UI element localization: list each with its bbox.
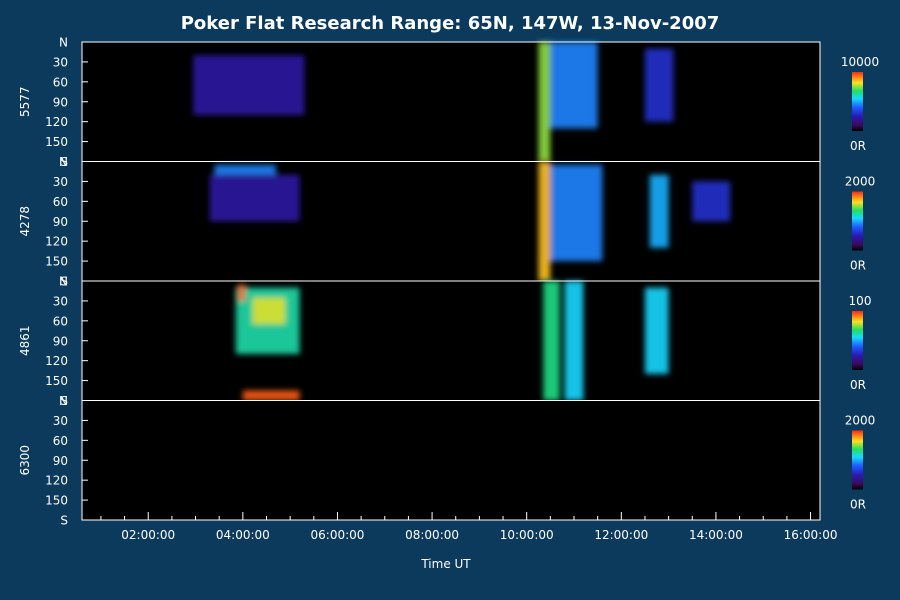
- y-tick-label: S: [60, 394, 68, 408]
- y-tick-label: 60: [53, 75, 68, 89]
- x-tick-label: 06:00:00: [311, 528, 365, 542]
- emission-region: [550, 164, 603, 262]
- y-tick-label: 30: [53, 55, 68, 69]
- y-tick-label: 60: [53, 314, 68, 328]
- y-tick-label: 150: [45, 135, 68, 149]
- y-tick-label: N: [59, 36, 68, 50]
- y-tick-label: 90: [53, 95, 68, 109]
- y-tick-label: 30: [53, 175, 68, 189]
- y-tick-label: S: [60, 514, 68, 528]
- colorbar-min-label: 0R: [850, 259, 866, 273]
- panel-4278: N 30 60 90 120 150 S 4278 2000 0R: [18, 155, 875, 289]
- panel-wavelength-label: 4861: [18, 325, 32, 356]
- colorbar: [852, 311, 863, 370]
- emission-region: [538, 42, 551, 162]
- panels-group: N 30 60 90 120 150 S 5577 10000 0R N 30 60 90 120 150 S 4…: [18, 36, 879, 528]
- panel-features: [235, 281, 669, 401]
- y-tick-label: S: [60, 275, 68, 289]
- y-tick-label: 150: [45, 374, 68, 388]
- x-tick-label: 08:00:00: [405, 528, 459, 542]
- panel-background: [82, 281, 820, 401]
- colorbar-min-label: 0R: [850, 139, 866, 153]
- y-tick-label: 60: [53, 195, 68, 209]
- emission-region: [538, 161, 551, 281]
- x-axis-label: Time UT: [420, 557, 471, 571]
- colorbar: [852, 72, 863, 131]
- x-tick-label: 14:00:00: [689, 528, 743, 542]
- y-tick-label: 30: [53, 294, 68, 308]
- y-tick-label: 90: [53, 454, 68, 468]
- colorbar-max-label: 2000: [845, 175, 876, 189]
- emission-region: [193, 55, 305, 116]
- emission-region: [644, 287, 669, 374]
- y-tick-label: S: [60, 155, 68, 169]
- x-tick-label: 16:00:00: [784, 528, 838, 542]
- panel-features: [209, 161, 731, 281]
- panel-background: [82, 42, 820, 162]
- x-tick-label: 12:00:00: [594, 528, 648, 542]
- y-tick-label: 150: [45, 255, 68, 269]
- panel-5577: N 30 60 90 120 150 S 5577 10000 0R: [18, 36, 879, 170]
- y-tick-label: 120: [45, 235, 68, 249]
- panel-4861: N 30 60 90 120 150 S 4861 100 0R: [18, 275, 871, 409]
- colorbar-min-label: 0R: [850, 498, 866, 512]
- colorbar-max-label: 100: [849, 294, 872, 308]
- emission-region: [649, 174, 669, 248]
- emission-region: [543, 281, 560, 401]
- emission-region: [238, 284, 246, 301]
- x-tick-label: 04:00:00: [216, 528, 270, 542]
- emission-region: [550, 42, 598, 129]
- y-tick-label: 90: [53, 215, 68, 229]
- y-tick-label: 120: [45, 115, 68, 129]
- y-tick-label: 90: [53, 334, 68, 348]
- colorbar-max-label: 2000: [845, 414, 876, 428]
- emission-region: [252, 297, 286, 325]
- y-tick-label: N: [59, 394, 68, 408]
- y-tick-label: N: [59, 275, 68, 289]
- y-tick-label: 150: [45, 494, 68, 508]
- panel-wavelength-label: 6300: [18, 445, 32, 476]
- panel-6300: N 30 60 90 120 150 S 6300 2000 0R: [18, 394, 875, 528]
- chart-title: Poker Flat Research Range: 65N, 147W, 13…: [181, 13, 720, 34]
- emission-region: [692, 181, 731, 222]
- panel-wavelength-label: 5577: [18, 86, 32, 117]
- panel-wavelength-label: 4278: [18, 206, 32, 237]
- x-tick-label: 02:00:00: [121, 528, 175, 542]
- emission-region: [644, 48, 674, 122]
- colorbar-max-label: 10000: [841, 55, 879, 69]
- panel-features: [193, 42, 674, 162]
- colorbar-min-label: 0R: [850, 378, 866, 392]
- colorbar: [852, 191, 863, 251]
- y-tick-label: 60: [53, 434, 68, 448]
- y-tick-label: N: [59, 155, 68, 169]
- x-axis: 02:00:00 04:00:00 06:00:00 08:00:00 10:00:00…: [100, 512, 838, 542]
- y-tick-label: 30: [53, 414, 68, 428]
- emission-region: [214, 164, 276, 175]
- y-tick-label: 120: [45, 354, 68, 368]
- emission-region: [564, 281, 584, 401]
- emission-region: [242, 390, 300, 401]
- y-tick-label: 120: [45, 474, 68, 488]
- x-tick-label: 10:00:00: [500, 528, 554, 542]
- panel-background: [82, 400, 820, 520]
- emission-region: [209, 174, 300, 222]
- colorbar: [852, 430, 863, 490]
